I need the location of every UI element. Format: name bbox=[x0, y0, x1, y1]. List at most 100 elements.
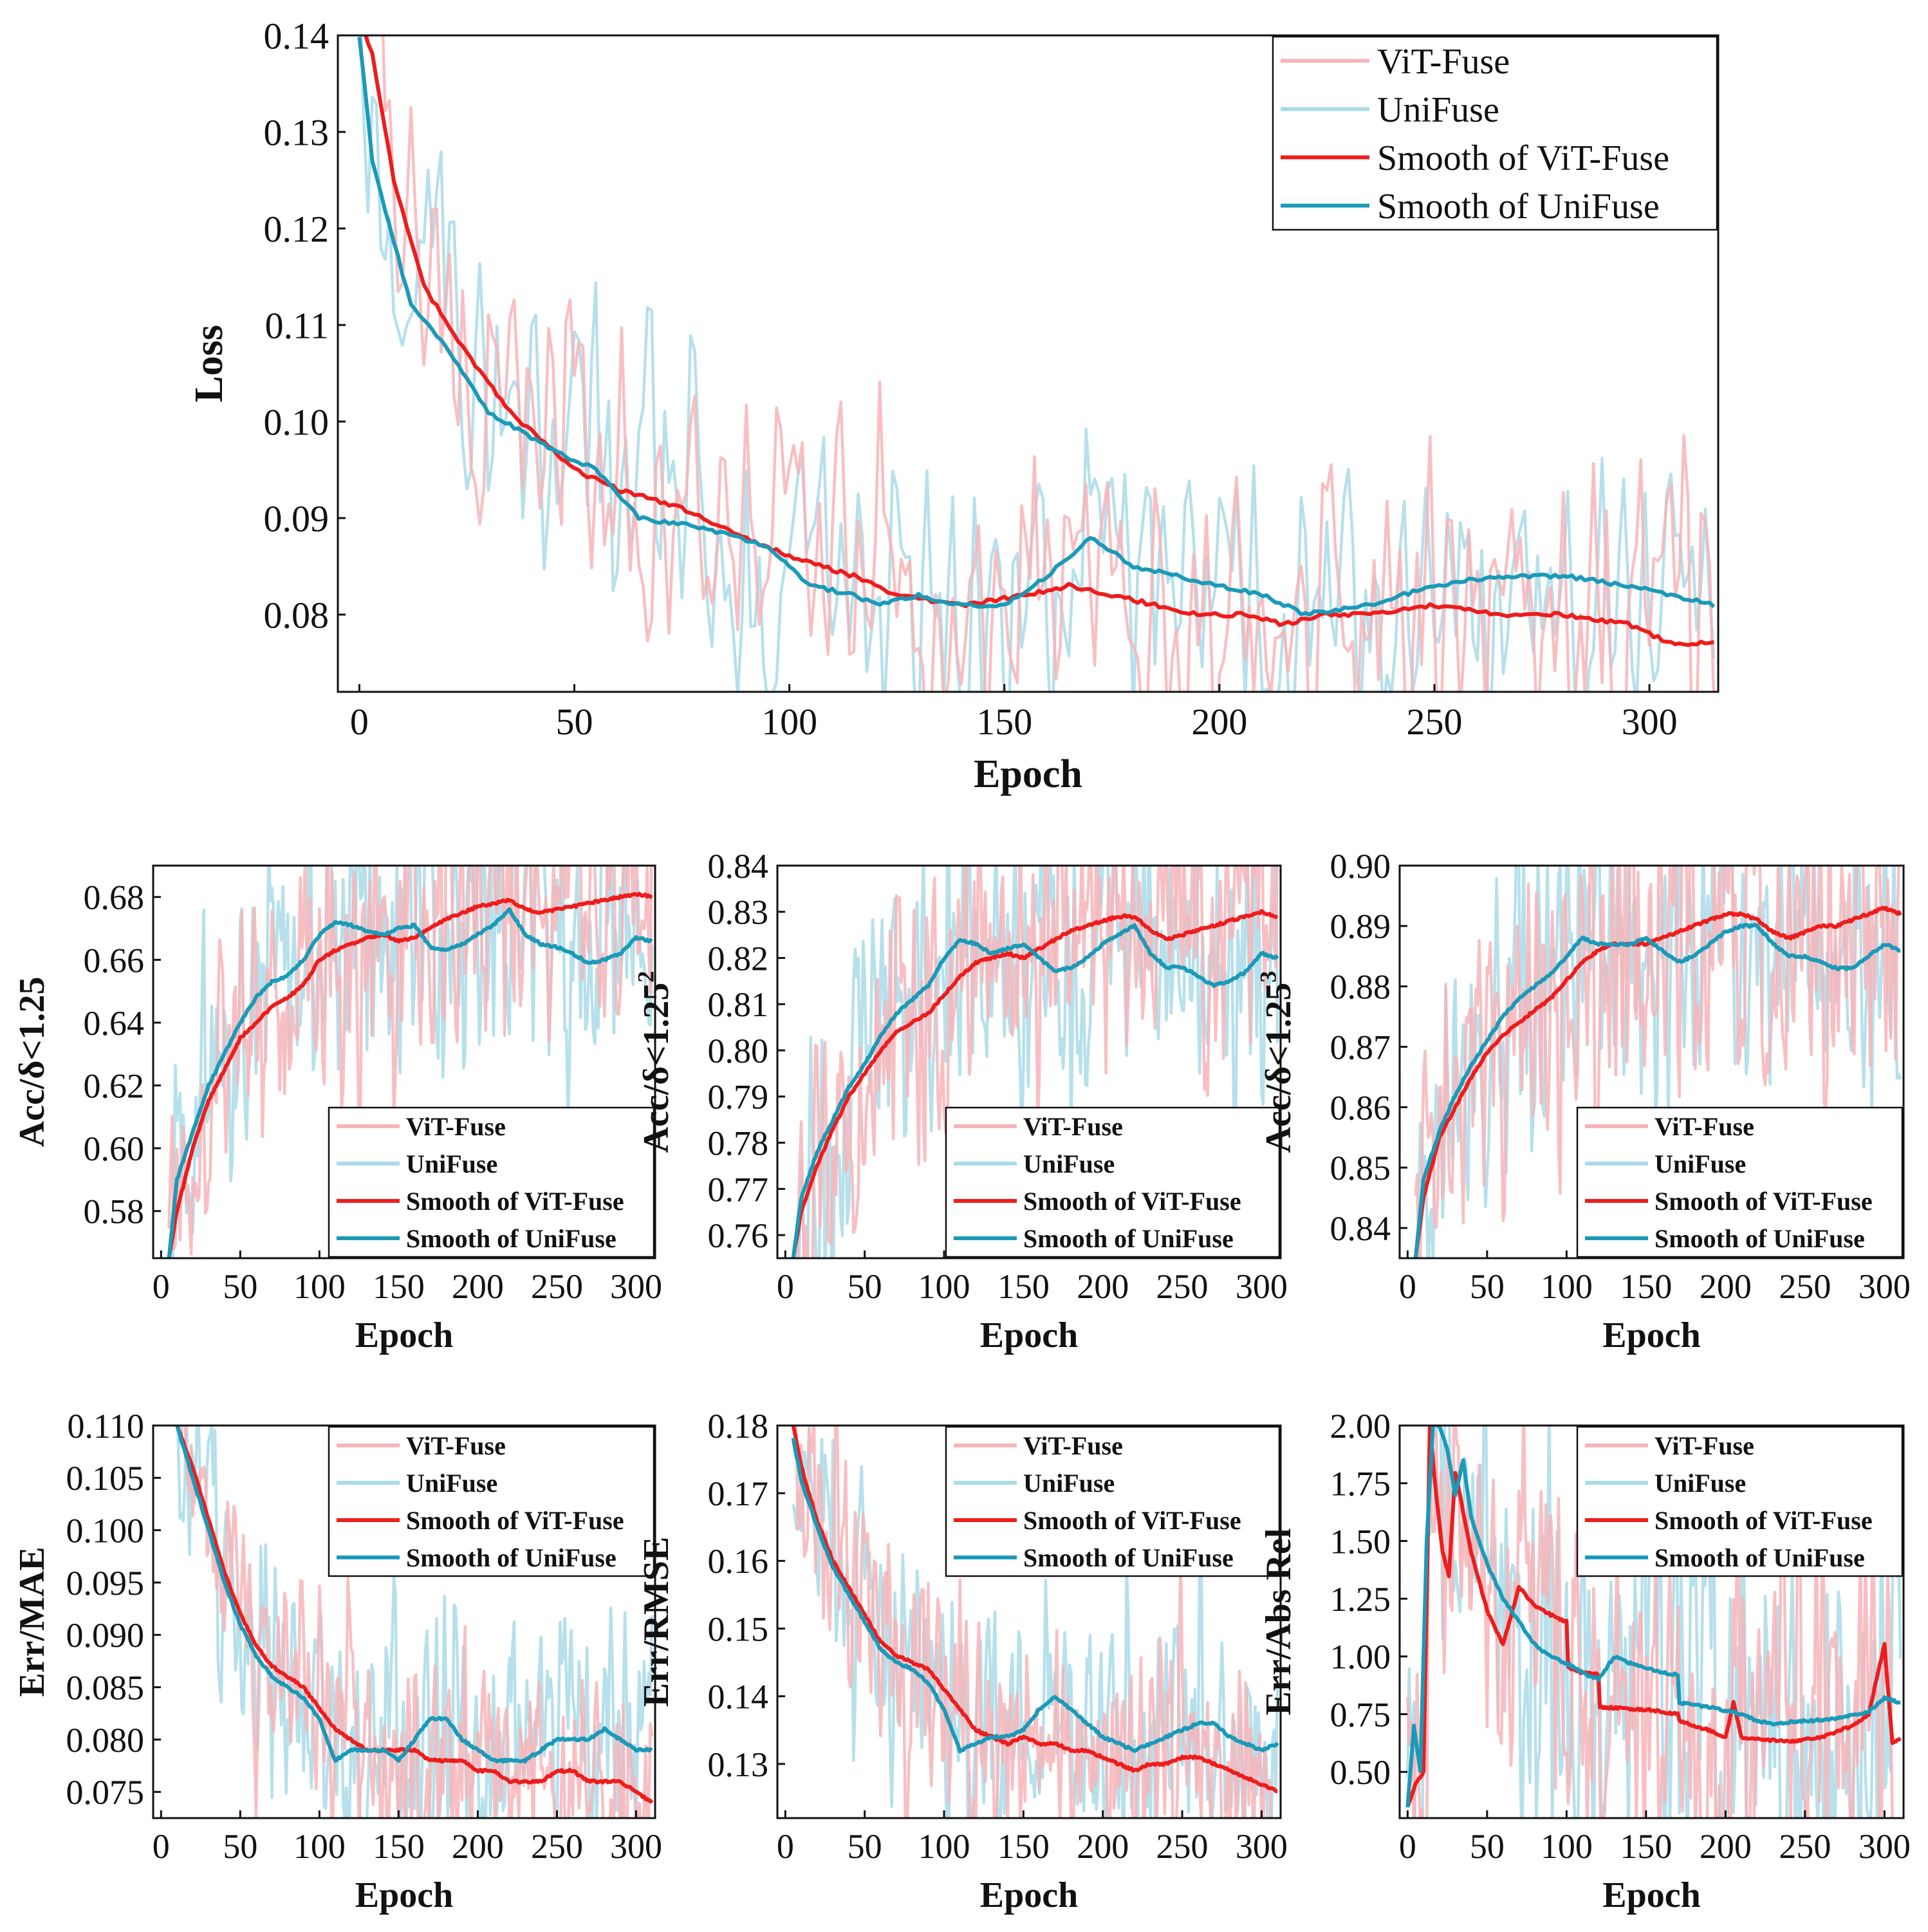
y-tick-label: 0.84 bbox=[1330, 1209, 1391, 1248]
legend-entry-label: UniFuse bbox=[406, 1469, 497, 1498]
legend-entry-label: UniFuse bbox=[1023, 1149, 1115, 1178]
legend-entry-label: Smooth of UniFuse bbox=[1023, 1224, 1234, 1253]
series-vit-fuse-line bbox=[167, 866, 653, 1256]
y-tick-label: 0.13 bbox=[708, 1745, 769, 1784]
series-unifuse-line bbox=[797, 866, 1279, 1258]
y-tick-label: 1.25 bbox=[1330, 1580, 1391, 1619]
x-tick-label: 100 bbox=[293, 1827, 346, 1866]
axes-frame bbox=[776, 864, 1282, 1259]
legend-entry-label: Smooth of ViT-Fuse bbox=[1023, 1187, 1241, 1216]
y-tick-label: 0.110 bbox=[68, 1407, 145, 1445]
y-tick-label: 0.64 bbox=[84, 1004, 145, 1043]
y-axis-label: Loss bbox=[187, 325, 231, 403]
x-tick-label: 250 bbox=[1779, 1827, 1831, 1866]
x-tick-label: 250 bbox=[1156, 1267, 1209, 1306]
legend-entry-label: UniFuse bbox=[1655, 1469, 1746, 1498]
x-tick-label: 150 bbox=[373, 1267, 425, 1306]
legend-entry-label: ViT-Fuse bbox=[406, 1431, 506, 1460]
y-tick-label: 0.82 bbox=[708, 939, 769, 978]
axes-frame bbox=[1398, 1424, 1905, 1819]
x-tick-label: 100 bbox=[1541, 1827, 1593, 1866]
y-tick-label: 0.85 bbox=[1330, 1149, 1391, 1187]
legend: ViT-Fuse UniFuse Smooth of ViT-Fuse Smooth … bbox=[945, 1426, 1281, 1577]
x-axis-label: Epoch bbox=[1602, 1875, 1701, 1915]
x-tick-label: 250 bbox=[1156, 1827, 1209, 1866]
x-tick-label: 50 bbox=[223, 1827, 257, 1866]
y-tick-label: 0.075 bbox=[66, 1773, 145, 1812]
y-tick-label: 0.080 bbox=[66, 1721, 145, 1760]
y-tick-label: 0.100 bbox=[66, 1512, 145, 1550]
chart-acc3: 0 50 100 150 200 250 300 0.84 0.85 0.86 0.87 0.88 0.… bbox=[1256, 847, 1911, 1355]
y-axis-label: Err/MAE bbox=[12, 1547, 52, 1696]
series-vit-fuse-line bbox=[366, 35, 1716, 692]
x-tick-label: 250 bbox=[531, 1267, 583, 1306]
x-tick-label: 50 bbox=[848, 1827, 882, 1866]
series-smooth-of-vit-fuse-line bbox=[175, 1426, 654, 1804]
plot-area bbox=[791, 1426, 1279, 1818]
y-tick-label: 0.12 bbox=[264, 208, 329, 250]
x-tick-label: 300 bbox=[1236, 1827, 1288, 1866]
x-tick-label: 100 bbox=[1541, 1267, 1593, 1306]
y-tick-label: 1.00 bbox=[1330, 1638, 1391, 1677]
x-axis-label: Epoch bbox=[1602, 1315, 1701, 1355]
y-tick-label: 0.66 bbox=[84, 941, 145, 980]
legend: ViT-Fuse UniFuse Smooth of ViT-Fuse Smooth … bbox=[1576, 1426, 1904, 1577]
chart-rmse: 0 50 100 150 200 250 300 0.13 0.14 0.15 0.16 0.17 0.… bbox=[636, 1407, 1288, 1915]
x-tick-label: 250 bbox=[1406, 701, 1462, 743]
y-axis-label: Acc/δ<1.25 bbox=[12, 977, 52, 1147]
x-tick-label: 0 bbox=[1399, 1827, 1416, 1866]
y-tick-label: 0.60 bbox=[84, 1129, 145, 1168]
plot-area bbox=[357, 35, 1716, 692]
x-tick-label: 200 bbox=[1077, 1827, 1129, 1866]
x-tick-label: 0 bbox=[153, 1827, 170, 1866]
chart-mae: 0 50 100 150 200 250 300 0.075 0.080 0.085 0.090 0.… bbox=[12, 1407, 662, 1915]
legend-entry-label: ViT-Fuse bbox=[1023, 1431, 1123, 1460]
y-tick-label: 0.10 bbox=[264, 401, 329, 443]
axes-frame bbox=[337, 34, 1719, 693]
legend-entry-label: Smooth of UniFuse bbox=[1655, 1543, 1865, 1572]
y-tick-label: 0.80 bbox=[708, 1032, 769, 1070]
series-smooth-of-vit-fuse-line bbox=[791, 1426, 1278, 1794]
x-tick-label: 50 bbox=[1470, 1827, 1505, 1866]
x-tick-label: 50 bbox=[1470, 1267, 1505, 1306]
legend-entry-label: Smooth of ViT-Fuse bbox=[1377, 138, 1669, 178]
y-tick-label: 0.15 bbox=[708, 1610, 769, 1648]
x-axis-label: Epoch bbox=[980, 1875, 1079, 1915]
x-tick-label: 0 bbox=[350, 701, 369, 743]
x-tick-label: 250 bbox=[531, 1827, 583, 1866]
y-tick-label: 0.14 bbox=[708, 1678, 769, 1716]
legend-entry-label: UniFuse bbox=[1655, 1149, 1746, 1178]
y-axis-label: Err/RMSE bbox=[636, 1537, 676, 1707]
series-smooth-of-vit-fuse-line bbox=[1413, 906, 1902, 1258]
legend: ViT-Fuse UniFuse Smooth of ViT-Fuse Smooth … bbox=[945, 1106, 1281, 1258]
y-tick-label: 1.75 bbox=[1330, 1465, 1391, 1503]
legend-entry-label: Smooth of UniFuse bbox=[406, 1543, 616, 1572]
legend-entry-label: Smooth of ViT-Fuse bbox=[406, 1506, 624, 1535]
series-smooth-of-unifuse-line bbox=[791, 1437, 1279, 1754]
series-vit-fuse-line bbox=[1406, 1426, 1902, 1818]
series-smooth-of-unifuse-line bbox=[1405, 1426, 1901, 1808]
x-axis-label: Epoch bbox=[355, 1875, 454, 1915]
y-tick-label: 0.86 bbox=[1330, 1088, 1391, 1127]
legend-entry-label: Smooth of UniFuse bbox=[1377, 187, 1660, 227]
x-tick-label: 100 bbox=[918, 1267, 970, 1306]
x-tick-label: 150 bbox=[1620, 1267, 1672, 1306]
x-tick-label: 0 bbox=[777, 1827, 794, 1866]
legend-entry-label: UniFuse bbox=[1023, 1469, 1115, 1498]
x-tick-label: 100 bbox=[761, 701, 817, 743]
y-axis-label: Acc/δ<1.253 bbox=[1256, 971, 1299, 1153]
x-tick-label: 50 bbox=[848, 1267, 882, 1306]
x-tick-label: 300 bbox=[1858, 1267, 1911, 1306]
x-tick-label: 300 bbox=[1236, 1267, 1288, 1306]
x-tick-label: 150 bbox=[976, 701, 1032, 743]
x-tick-label: 200 bbox=[1077, 1267, 1129, 1306]
axes-frame bbox=[1398, 864, 1905, 1259]
legend-entry-label: UniFuse bbox=[406, 1149, 497, 1178]
y-tick-label: 0.13 bbox=[264, 111, 329, 153]
axes-frame bbox=[152, 864, 656, 1259]
y-tick-label: 0.18 bbox=[708, 1407, 769, 1445]
y-tick-label: 0.88 bbox=[1330, 968, 1391, 1007]
y-tick-label: 0.17 bbox=[708, 1474, 769, 1513]
x-tick-label: 150 bbox=[997, 1827, 1050, 1866]
